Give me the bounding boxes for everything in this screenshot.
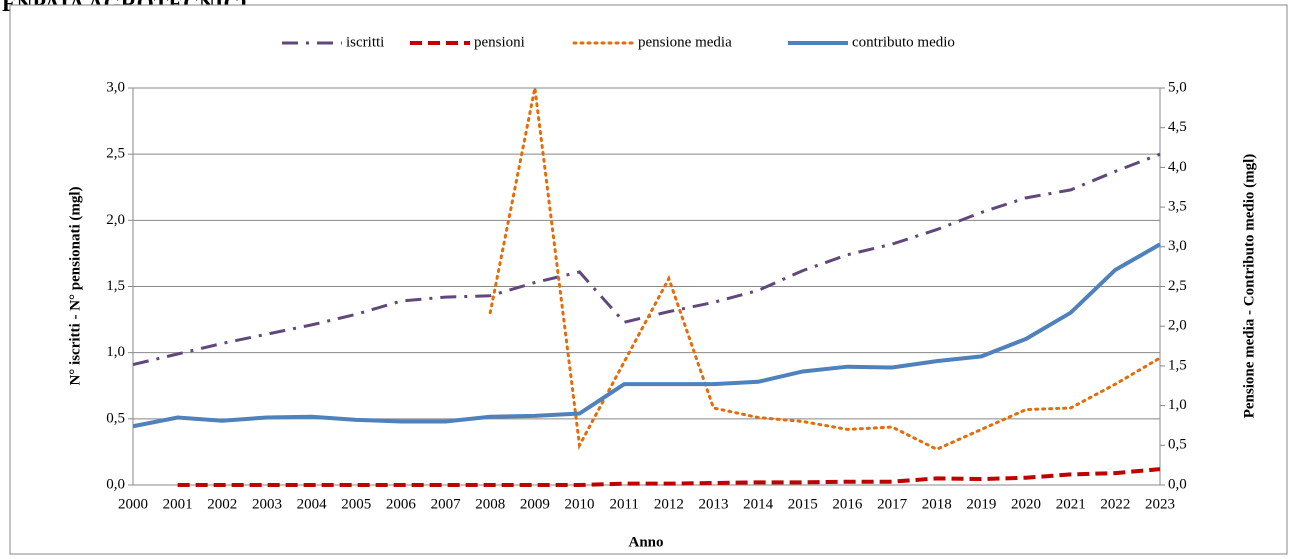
x-tick-label: 2012 [654,496,684,512]
y2-tick-label: 4,0 [1168,159,1187,175]
legend-label: iscritti [346,34,384,50]
y-axis-label: N° iscritti - N° pensionati (mgl) [67,186,83,385]
y-tick-label: 0,5 [106,410,125,426]
x-tick-label: 2021 [1056,496,1086,512]
y2-tick-label: 4,5 [1168,119,1187,135]
y-tick-label: 3,0 [106,79,125,95]
x-tick-label: 2023 [1145,496,1175,512]
x-tick-label: 2014 [743,496,774,512]
legend-label: contributo medio [852,34,955,50]
x-tick-label: 2001 [163,496,193,512]
x-axis-label: Anno [628,534,663,550]
x-tick-label: 2019 [966,496,996,512]
legend-label: pensione media [638,34,732,50]
y2-tick-label: 2,5 [1168,278,1187,294]
series-line [488,87,1162,451]
series-line [132,242,1161,429]
y2-tick-label: 5,0 [1168,79,1187,95]
y-tick-label: 1,0 [106,344,125,360]
y-tick-label: 0,0 [106,476,125,492]
legend-label: pensioni [474,34,525,50]
x-tick-label: 2022 [1100,496,1130,512]
y2-tick-label: 0,5 [1168,437,1187,453]
x-tick-label: 2005 [341,496,371,512]
x-tick-label: 2013 [698,496,728,512]
y-tick-label: 2,0 [106,212,125,228]
x-tick-label: 2011 [609,496,638,512]
y-tick-label: 1,5 [106,278,125,294]
y2-tick-label: 3,5 [1168,199,1187,215]
x-tick-label: 2002 [207,496,237,512]
y2-tick-label: 2,0 [1168,318,1187,334]
y2-tick-label: 3,0 [1168,238,1187,254]
x-tick-label: 2004 [297,496,328,512]
x-tick-label: 2007 [431,496,462,512]
y2-tick-label: 0,0 [1168,476,1187,492]
x-tick-label: 2017 [877,496,908,512]
chart-frame [9,4,1288,555]
x-tick-label: 2009 [520,496,550,512]
x-tick-label: 2008 [475,496,505,512]
x-tick-label: 2016 [832,496,863,512]
y-tick-label: 2,5 [106,146,125,162]
x-tick-label: 2018 [922,496,952,512]
y2-tick-label: 1,0 [1168,397,1187,413]
x-tick-label: 2006 [386,496,417,512]
x-tick-label: 2020 [1011,496,1041,512]
series-line [177,467,1161,487]
y2-tick-label: 1,5 [1168,357,1187,373]
x-tick-label: 2010 [565,496,595,512]
y2-axis-label: Pensione media - Contributo medio (mgl) [1241,154,1257,419]
x-tick-label: 2000 [118,496,148,512]
series-line [132,152,1161,367]
x-tick-label: 2003 [252,496,282,512]
x-tick-label: 2015 [788,496,818,512]
